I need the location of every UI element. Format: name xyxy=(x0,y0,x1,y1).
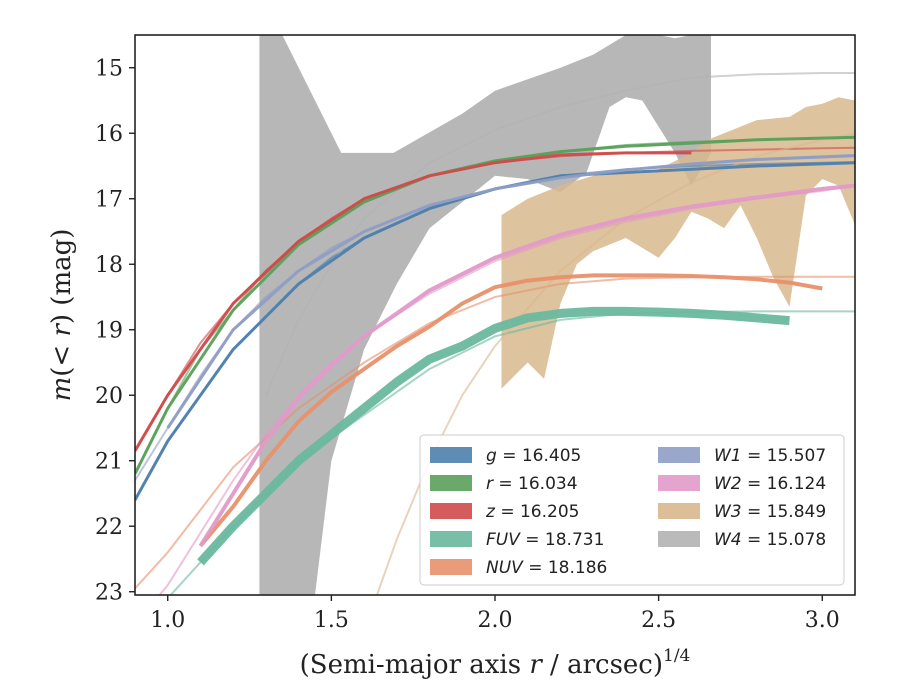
legend-label-w3: W3 = 15.849 xyxy=(714,502,826,522)
legend-swatch-w2 xyxy=(658,475,700,491)
legend-box xyxy=(419,434,845,586)
nuv-profile-line xyxy=(198,273,823,548)
x-tick-label: 1.5 xyxy=(314,608,349,633)
y-tick-label: 23 xyxy=(95,581,123,606)
legend-label-nuv: NUV = 18.186 xyxy=(486,558,607,578)
w3-model-curve xyxy=(375,132,855,595)
w3-band xyxy=(501,97,855,389)
y-tick-label: 18 xyxy=(95,253,123,278)
w4-band xyxy=(259,35,711,595)
x-axis-title: (Semi-major axis r / arcsec)1/4 xyxy=(300,646,691,680)
w2-profile-line xyxy=(198,183,855,547)
x-tick-label: 2.0 xyxy=(478,608,513,633)
y-axis-title: m(< r) (mag) xyxy=(47,229,77,402)
y-tick-label: 16 xyxy=(95,122,123,147)
z-profile-line xyxy=(135,151,692,452)
legend-label-r: r = 16.034 xyxy=(486,474,578,494)
fuv-profile-line xyxy=(197,306,790,566)
y-axis-ticks: 15 16 17 18 19 20 21 22 23 xyxy=(95,57,135,606)
legend-label-w4: W4 = 15.078 xyxy=(714,530,826,550)
legend-swatch-g xyxy=(430,447,472,463)
y-tick-label: 19 xyxy=(95,319,123,344)
y-tick-label: 20 xyxy=(95,384,123,409)
legend-label-z: z = 16.205 xyxy=(485,502,579,522)
w1-profile-line xyxy=(166,154,855,429)
legend-swatch-w4 xyxy=(658,531,700,547)
y-tick-label: 22 xyxy=(95,515,123,540)
y-tick-label: 21 xyxy=(95,450,123,475)
x-axis-ticks: 1.0 1.5 2.0 2.5 3.0 xyxy=(150,595,840,633)
legend-label-w1: W1 = 15.507 xyxy=(714,446,826,466)
legend-label-fuv: FUV = 18.731 xyxy=(486,530,604,550)
legend-label-w2: W2 = 16.124 xyxy=(714,474,826,494)
legend-swatch-r xyxy=(430,475,472,491)
legend-swatch-nuv xyxy=(430,559,472,575)
legend: g = 16.405 r = 16.034 z = 16.205 FUV = 18.7… xyxy=(419,434,845,586)
legend-swatch-fuv xyxy=(430,531,472,547)
y-tick-label: 17 xyxy=(95,188,123,213)
legend-swatch-w1 xyxy=(658,447,700,463)
x-tick-label: 3.0 xyxy=(805,608,840,633)
x-tick-label: 1.0 xyxy=(150,608,185,633)
w4-model-curve xyxy=(264,72,855,397)
legend-label-g: g = 16.405 xyxy=(486,446,581,466)
x-tick-label: 2.5 xyxy=(641,608,676,633)
legend-swatch-w3 xyxy=(658,503,700,519)
nuv-model-curve xyxy=(135,275,855,590)
y-tick-label: 15 xyxy=(95,57,123,82)
plot-area xyxy=(135,35,855,595)
legend-swatch-z xyxy=(430,503,472,519)
g-profile-line xyxy=(135,161,855,501)
